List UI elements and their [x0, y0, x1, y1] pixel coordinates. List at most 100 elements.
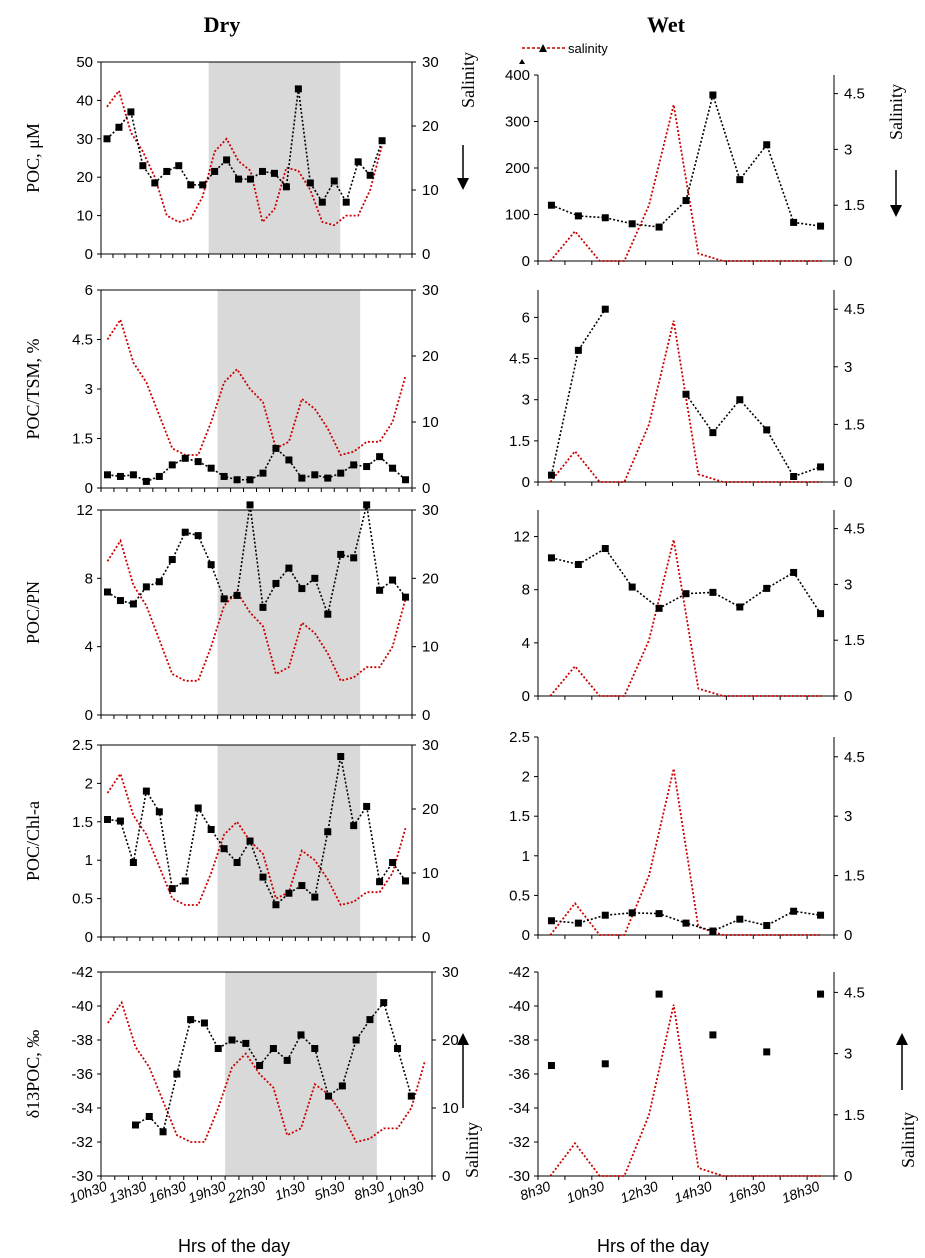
poc-point	[402, 877, 410, 885]
poc-point	[298, 585, 306, 593]
y-tick-label: 4	[522, 635, 530, 652]
poc-point	[116, 597, 124, 605]
arrow-down-icon	[457, 178, 469, 190]
poc-point	[817, 222, 825, 230]
poc-point	[131, 1121, 139, 1129]
poc-point	[330, 177, 338, 185]
poc-point	[601, 545, 609, 553]
poc-point	[246, 501, 254, 509]
poc-point	[181, 877, 189, 885]
y2-tick-label: 1.5	[844, 197, 865, 214]
wet-poc-panel: 0 100 200 300 400 0 1.5 3 4.5	[505, 67, 865, 270]
y-tick-label: 200	[505, 160, 530, 177]
salinity-series-line	[106, 538, 407, 682]
y2-tick-label: 3	[844, 1046, 852, 1063]
salinity-series-line	[549, 539, 822, 697]
y-tick-label: 50	[76, 54, 93, 71]
wet-poc-pn-panel: 0 4 8 12 0 1.5 3 4.5	[513, 510, 865, 705]
poc-series-line	[685, 393, 821, 478]
y-tick-label: 4	[85, 639, 93, 656]
y2-tick-label: 30	[422, 54, 439, 71]
poc-point	[272, 579, 280, 587]
y-tick-label: 0	[85, 929, 93, 946]
poc-point	[337, 753, 345, 761]
poc-point	[682, 197, 690, 205]
y2-tick-label: 10	[422, 639, 439, 656]
y-tick-label: 12	[513, 529, 530, 546]
poc-point	[736, 396, 744, 404]
poc-point	[139, 162, 147, 170]
poc-point	[127, 108, 135, 116]
y-tick-label: 0.5	[72, 891, 93, 908]
x-axis-label-wet: Hrs of the day	[597, 1236, 709, 1256]
poc-point	[294, 85, 302, 93]
y2-tick-label: 4.5	[844, 301, 865, 318]
dry-poc-panel: 0 10 20 30 40 50 0 10 20 30 POC, μM	[23, 54, 439, 263]
y2-tick-label: 3	[844, 359, 852, 376]
y-tick-label: -42	[508, 964, 530, 981]
x-tick-label: 12h30	[618, 1178, 660, 1206]
svg-text:Salinity: Salinity	[462, 1122, 482, 1178]
x-tick-label: 8h30	[352, 1178, 387, 1204]
wet-poc-chla-panel: 0 0.5 1 1.5 2 2.5 0 1.5 3 4.5	[509, 729, 865, 944]
y-tick-label: 1	[522, 848, 530, 865]
y-tick-label: -30	[508, 1168, 530, 1185]
poc-point	[155, 578, 163, 586]
y-axis-label: δ13POC, ‰	[23, 1030, 43, 1119]
poc-point	[324, 828, 332, 836]
y2-tick-label: 0	[844, 253, 852, 270]
salinity-series-line	[106, 317, 407, 457]
poc-point	[103, 471, 111, 479]
y2-tick-label: 4.5	[844, 749, 865, 766]
poc-point	[220, 595, 228, 603]
y-tick-label: 6	[85, 282, 93, 299]
poc-point	[233, 859, 241, 867]
y-tick-label: -36	[71, 1066, 93, 1083]
poc-point	[342, 198, 350, 206]
poc-point	[547, 917, 555, 925]
salinity-series-line	[549, 768, 822, 936]
x-tick-label: 22h30	[225, 1178, 268, 1207]
y-tick-label: 1.5	[509, 433, 530, 450]
y-tick-label: 3	[522, 392, 530, 409]
night-shade	[217, 745, 361, 937]
poc-point	[163, 167, 171, 175]
poc-point	[285, 889, 293, 897]
poc-point	[736, 603, 744, 611]
poc-point	[601, 1060, 609, 1068]
y-tick-label: -40	[508, 998, 530, 1015]
poc-point	[220, 845, 228, 853]
poc-point	[155, 808, 163, 816]
y2-tick-label: 30	[422, 737, 439, 754]
poc-point	[790, 907, 798, 915]
y2-tick-label: 30	[422, 502, 439, 519]
poc-point	[181, 454, 189, 462]
y2-tick-label: 0	[422, 929, 430, 946]
dry-poc-pn-panel: 0 4 8 12 0 10 20 30 POC/PN	[23, 501, 439, 724]
wet-poc-tsm-panel: 0 1.5 3 4.5 6 0 1.5 3 4.5	[509, 290, 865, 491]
poc-point	[366, 171, 374, 179]
poc-point	[574, 212, 582, 220]
poc-point	[682, 919, 690, 927]
legend: salinity	[519, 41, 608, 64]
poc-point	[175, 162, 183, 170]
poc-point	[129, 471, 137, 479]
y-tick-label: 0	[522, 253, 530, 270]
poc-point	[155, 472, 163, 480]
poc-point	[655, 910, 663, 918]
poc-point	[168, 461, 176, 469]
poc-point	[199, 181, 207, 189]
poc-point	[194, 804, 202, 812]
poc-point	[116, 472, 124, 480]
poc-point	[763, 141, 771, 149]
y-tick-label: -30	[71, 1168, 93, 1185]
y2-tick-label: 20	[422, 348, 439, 365]
poc-point	[389, 464, 397, 472]
poc-point	[214, 1045, 222, 1052]
poc-point	[187, 181, 195, 189]
poc-point	[380, 999, 388, 1007]
poc-point	[363, 463, 371, 471]
y2-tick-label: 20	[442, 1032, 459, 1049]
poc-point	[168, 556, 176, 564]
poc-point	[285, 456, 293, 464]
